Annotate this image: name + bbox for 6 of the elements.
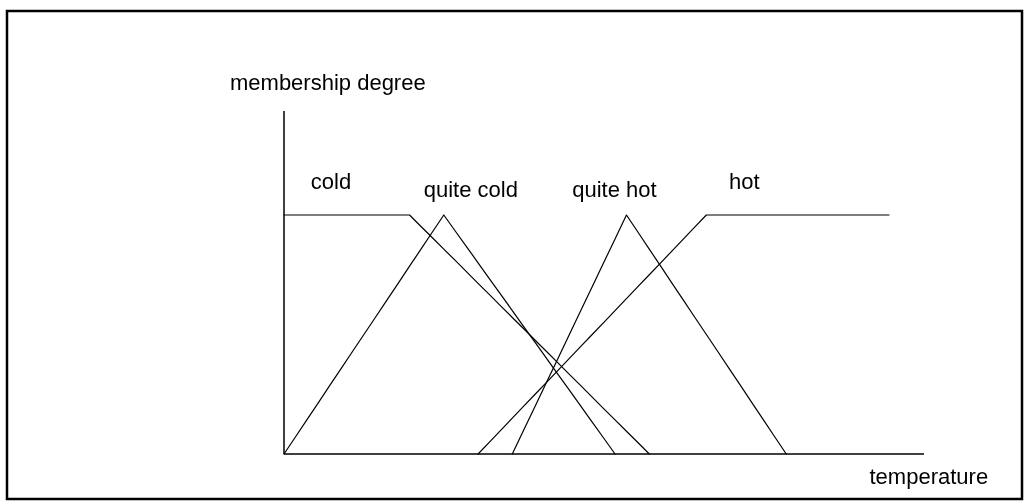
text: membership degree (230, 70, 426, 95)
series-label: quite cold (423, 177, 518, 202)
x-axis-title: temperature (869, 463, 989, 489)
series-label: hot (729, 169, 760, 194)
series-label: cold (310, 169, 352, 194)
series-label: quite hot (572, 177, 657, 202)
